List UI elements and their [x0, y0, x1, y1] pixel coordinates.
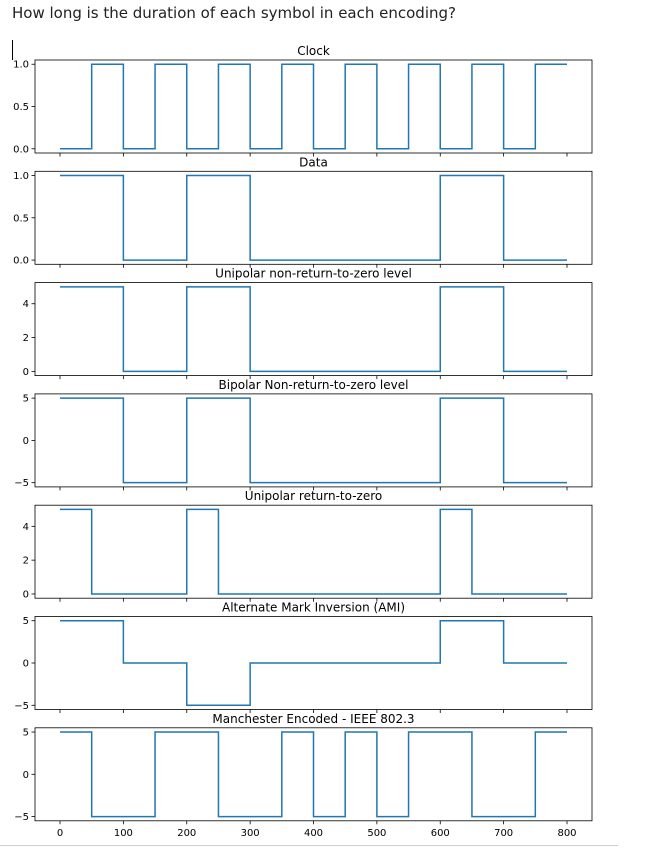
subplot-5: Unipolar return-to-zero 0 2 4 [23, 489, 593, 602]
x-tick-label: 800 [557, 828, 576, 839]
subplot-title: Alternate Mark Inversion (AMI) [222, 601, 405, 615]
text-cursor [12, 40, 13, 60]
x-tick-label: 200 [177, 828, 196, 839]
y-tick-label: −5 [14, 812, 29, 823]
y-tick-label: 5 [23, 616, 29, 627]
signal-line [60, 619, 567, 707]
subplot-1: Clock 0.0 0.5 1.0 [13, 44, 593, 157]
y-tick-label: 0.5 [13, 102, 29, 113]
subplot-title: Clock [297, 44, 330, 58]
y-tick-label: 2 [23, 333, 29, 344]
y-tick-label: 0.0 [13, 144, 29, 155]
subplot-title: Data [299, 155, 328, 169]
axes-frame [34, 282, 593, 377]
y-tick-label: 1.0 [13, 171, 29, 182]
x-tick-label: 0 [57, 828, 63, 839]
y-tick-label: 1.0 [13, 60, 29, 71]
signal-line [60, 397, 567, 484]
question-text: How long is the duration of each symbol … [12, 4, 456, 22]
subplot-title: Bipolar Non-return-to-zero level [219, 378, 409, 392]
y-tick-label: 5 [23, 394, 29, 405]
y-tick-label: 0 [23, 589, 29, 600]
axes-frame [34, 393, 593, 488]
axes-frame [34, 170, 593, 265]
signal-line [60, 63, 567, 150]
signal-line [60, 286, 567, 373]
y-tick-label: 0 [23, 367, 29, 378]
subplot-4: Bipolar Non-return-to-zero level −5 0 5 [14, 378, 593, 491]
signal-line [60, 731, 567, 818]
axes-frame [34, 504, 593, 599]
subplot-title: Manchester Encoded - IEEE 802.3 [212, 712, 414, 726]
y-tick-label: 0 [23, 770, 29, 781]
x-tick-label: 600 [431, 828, 450, 839]
subplot-title: Unipolar return-to-zero [245, 489, 382, 503]
y-tick-label: 0.0 [13, 256, 29, 267]
subplot-title: Unipolar non-return-to-zero level [215, 267, 412, 281]
y-tick-label: 0.5 [13, 213, 29, 224]
signal-line [60, 174, 567, 261]
x-tick-label: 300 [241, 828, 260, 839]
signal-line [60, 508, 567, 595]
divider [0, 845, 618, 846]
subplot-3: Unipolar non-return-to-zero level 0 2 4 [23, 267, 593, 380]
y-tick-label: 0 [23, 436, 29, 447]
x-tick-label: 400 [304, 828, 323, 839]
y-tick-label: 4 [23, 299, 29, 310]
subplot-6: Alternate Mark Inversion (AMI) −5 0 5 [14, 601, 593, 713]
y-tick-label: 0 [23, 659, 29, 670]
subplot-2: Data 0.0 0.5 1.0 [13, 155, 593, 268]
x-tick-label: 100 [114, 828, 133, 839]
y-tick-label: 4 [23, 522, 29, 533]
y-tick-label: 2 [23, 556, 29, 567]
y-tick-label: −5 [14, 701, 29, 712]
y-tick-label: 5 [23, 728, 29, 739]
y-tick-label: −5 [14, 478, 29, 489]
x-tick-label: 700 [494, 828, 513, 839]
x-tick-label: 500 [367, 828, 386, 839]
